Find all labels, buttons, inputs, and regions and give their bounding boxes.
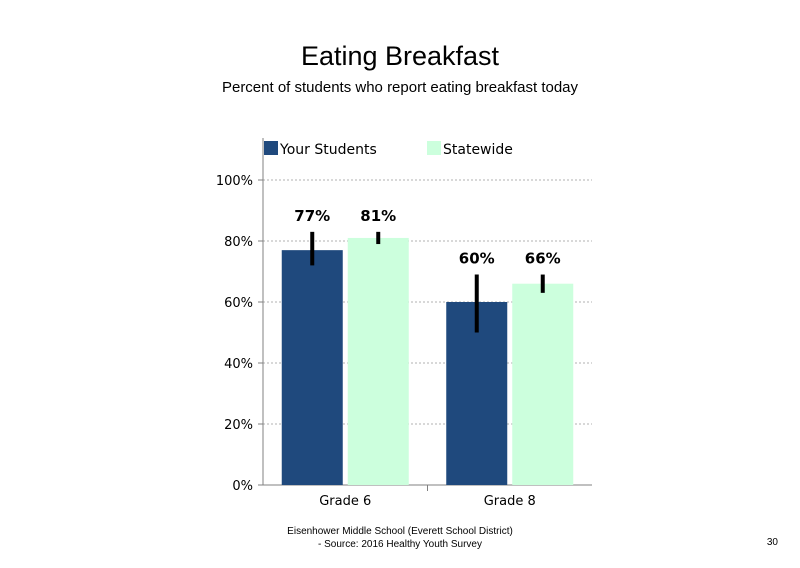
footer-school: Eisenhower Middle School (Everett School… — [287, 526, 513, 537]
chart-title: Eating Breakfast — [300, 41, 500, 71]
footer-source-line: - Source: 2016 Healthy Youth Survey — [318, 539, 482, 550]
legend: Your Students Statewide — [264, 141, 513, 158]
data-labels: 77% 81% 60% 66% — [294, 207, 560, 268]
data-label: 66% — [525, 250, 561, 268]
legend-swatch — [264, 141, 278, 155]
axes: 0% 20% 40% 60% 80% 100% Grade 6 Grade 8 — [216, 138, 592, 509]
y-tick-label: 80% — [224, 235, 253, 250]
gridlines — [263, 179, 592, 425]
legend-label: Your Students — [279, 142, 377, 158]
data-label: 77% — [294, 207, 330, 225]
data-label: 60% — [459, 250, 495, 268]
page-number: 30 — [766, 537, 778, 548]
y-tick-label: 40% — [224, 357, 253, 372]
bars — [281, 231, 574, 485]
y-tick-label: 0% — [232, 479, 253, 494]
data-label: 81% — [360, 207, 396, 225]
chart-subtitle: Percent of students who report eating br… — [221, 79, 579, 96]
y-tick-label: 60% — [224, 296, 253, 311]
bar — [347, 237, 409, 485]
y-tick-label: 20% — [224, 418, 253, 433]
legend-label: Statewide — [443, 142, 513, 158]
bar — [512, 283, 574, 485]
footer-source: Eisenhower Middle School (Everett School… — [250, 525, 550, 551]
bar — [281, 250, 343, 485]
y-tick-label: 100% — [216, 174, 253, 189]
x-tick-label: Grade 8 — [484, 494, 536, 509]
x-tick-label: Grade 6 — [319, 494, 371, 509]
legend-swatch — [427, 141, 441, 155]
